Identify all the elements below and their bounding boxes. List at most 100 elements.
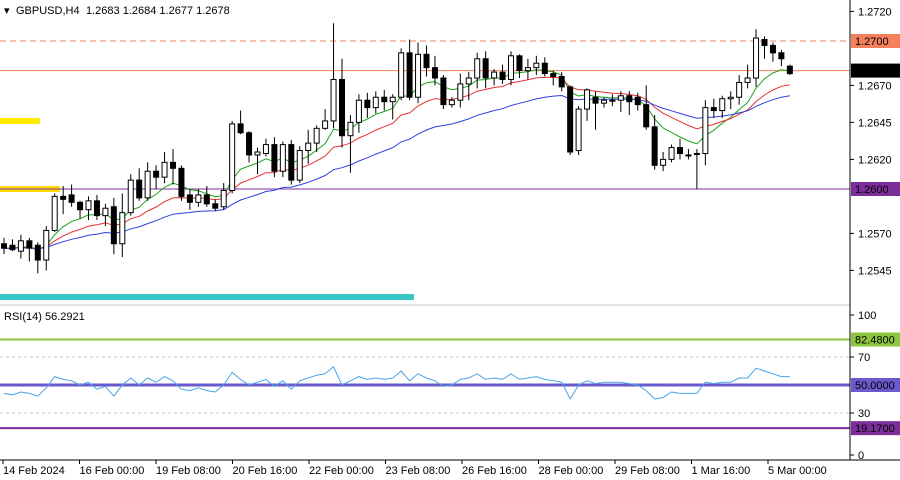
candle-body — [761, 39, 768, 46]
candle-body — [685, 154, 692, 157]
candle-body — [389, 96, 396, 103]
candle-body — [516, 55, 523, 72]
candle-body — [677, 147, 683, 154]
candle-body — [769, 44, 776, 54]
candle-body — [693, 152, 700, 155]
candle-body — [634, 96, 641, 106]
candle-body — [355, 99, 362, 123]
candle-body — [9, 244, 16, 251]
price-tick-label: 1.2620 — [858, 154, 892, 166]
candle-body — [778, 52, 785, 60]
price-tick-label: 1.2645 — [858, 117, 892, 129]
candle-body — [296, 150, 303, 181]
candle-body — [567, 86, 574, 153]
price-level-label: 1.2700 — [855, 36, 889, 48]
chart-symbol-title: GBPUSD,H4 — [16, 5, 80, 17]
time-tick-label: 1 Mar 16:00 — [692, 465, 751, 477]
candle-body — [161, 161, 168, 178]
chart-ohlc-readout: 1.2683 1.2684 1.2677 1.2678 — [86, 5, 230, 17]
candle-body — [110, 206, 117, 245]
candle-body — [600, 99, 607, 104]
time-tick-label: 20 Feb 16:00 — [233, 465, 298, 477]
candle-body — [617, 95, 624, 101]
candle-body — [237, 123, 244, 134]
candle-body — [643, 104, 650, 128]
candle-body — [60, 195, 67, 200]
time-tick-label: 5 Mar 00:00 — [768, 465, 827, 477]
candle-body — [170, 161, 176, 169]
time-tick-label: 14 Feb 2024 — [3, 465, 65, 477]
price-axis: 1.2720 1.2670 1.2645 1.2620 1.2570 1.2545 — [850, 6, 892, 277]
candle-body — [465, 77, 472, 85]
rsi-level-tag — [851, 421, 900, 436]
price-tick-label: 1.2720 — [858, 6, 892, 18]
price-level-label: 1.2678 — [855, 66, 889, 78]
candle-body — [415, 53, 422, 98]
candle-body — [330, 78, 337, 122]
rsi-pane: 100 70 30 0 82.4800 50.0000 19.1700 — [0, 310, 900, 462]
candle-body — [786, 65, 793, 75]
candle-body — [246, 132, 253, 156]
candle-body — [440, 77, 447, 106]
candle-body — [457, 83, 464, 101]
moving-average-line — [3, 69, 790, 251]
candle-body — [254, 151, 261, 156]
candle-body — [744, 77, 751, 83]
candle-body — [279, 144, 286, 172]
rsi-line — [3, 366, 790, 401]
candle-body — [499, 71, 506, 80]
candle-body — [305, 142, 312, 152]
candle-body — [651, 126, 658, 166]
candle-body — [229, 123, 236, 191]
candle-body — [533, 62, 540, 69]
rsi-tick-label: 100 — [858, 310, 876, 322]
marker-bar — [0, 117, 40, 124]
price-level-tag — [851, 63, 900, 78]
time-axis: 14 Feb 2024 16 Feb 00:00 19 Feb 08:00 20 Fe… — [2, 460, 827, 477]
time-tick-label: 22 Feb 00:00 — [309, 465, 374, 477]
candle-body — [119, 212, 126, 245]
candle-body — [17, 240, 24, 252]
time-tick-label: 26 Feb 16:00 — [462, 465, 527, 477]
price-level-tag — [851, 34, 900, 48]
chart-header-icon: ▾ — [4, 5, 10, 17]
candle-body — [322, 120, 329, 129]
time-tick-label: 29 Feb 08:00 — [615, 465, 680, 477]
candle-body — [727, 96, 734, 100]
rsi-title: RSI(14) 56.2921 — [4, 311, 85, 323]
candle-body — [398, 52, 405, 98]
candle-body — [584, 89, 591, 110]
price-level-tag — [851, 182, 900, 196]
candle-body — [136, 179, 143, 199]
candle-body — [153, 170, 160, 178]
candle-body — [550, 73, 557, 78]
candles — [1, 23, 793, 274]
candle-body — [372, 96, 379, 109]
candle-body — [558, 76, 565, 88]
rsi-tick-label: 70 — [858, 352, 870, 364]
candle-body — [93, 200, 100, 217]
candle-body — [347, 121, 354, 137]
candle-body — [186, 194, 193, 203]
moving-averages — [3, 69, 790, 251]
candle-body — [271, 144, 278, 172]
candle-body — [68, 194, 75, 203]
candle-body — [26, 240, 33, 249]
candle-body — [34, 244, 41, 261]
moving-average-line — [3, 76, 790, 250]
candle-body — [719, 98, 726, 112]
candle-body — [212, 203, 219, 209]
candle-body — [541, 62, 548, 75]
rsi-level-tag — [851, 332, 900, 347]
candle-body — [592, 96, 599, 104]
candle-body — [575, 108, 582, 152]
candle-body — [51, 195, 58, 231]
candle-body — [1, 243, 7, 249]
candle-body — [736, 81, 743, 98]
candle-body — [431, 67, 438, 79]
candle-body — [423, 53, 430, 69]
rsi-level-tag — [851, 378, 900, 392]
rsi-level-label: 19.1700 — [855, 423, 895, 435]
